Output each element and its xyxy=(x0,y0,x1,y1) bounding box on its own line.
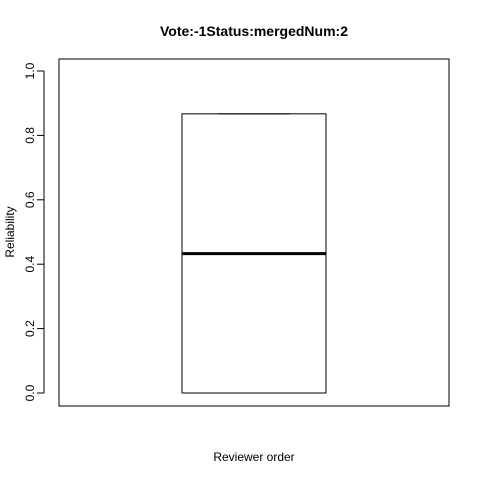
x-axis-label: Reviewer order xyxy=(213,450,294,464)
chart-title: Vote:-1Status:mergedNum:2 xyxy=(160,23,348,39)
y-tick-label: 0.2 xyxy=(23,320,37,337)
y-tick-label: 0.0 xyxy=(23,384,37,401)
plot-frame xyxy=(58,58,450,407)
y-tick-label: 0.8 xyxy=(23,127,37,144)
y-tick-label: 1.0 xyxy=(23,62,37,79)
y-tick-label: 0.6 xyxy=(23,191,37,208)
y-axis-label: Reliability xyxy=(3,206,17,257)
y-tick-label: 0.4 xyxy=(23,256,37,273)
boxes xyxy=(181,113,327,394)
y-ticks: 0.0 0.2 0.4 0.6 0.8 1.0 xyxy=(23,62,44,401)
